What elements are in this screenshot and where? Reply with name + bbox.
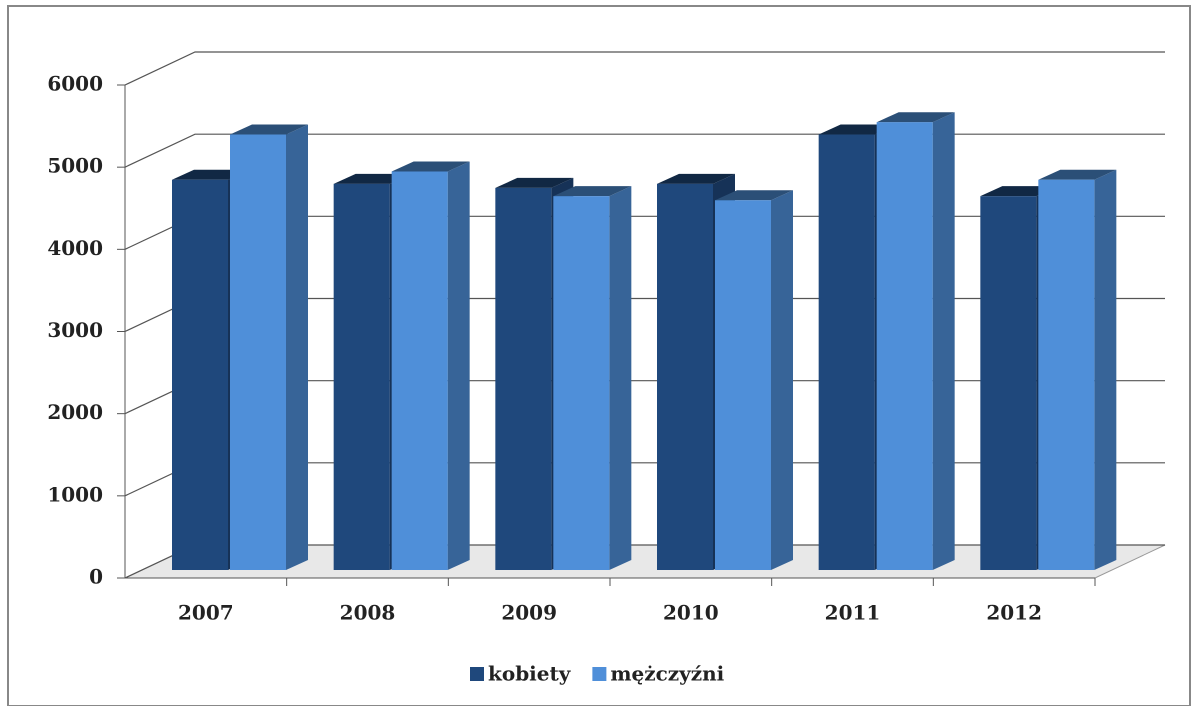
grid-line bbox=[124, 51, 1165, 86]
bar-face bbox=[447, 161, 470, 570]
bar-face bbox=[980, 196, 1037, 570]
bar-face bbox=[609, 186, 632, 570]
bar-face bbox=[715, 200, 771, 570]
bar-face bbox=[495, 187, 552, 571]
y-tick-label: 2000 bbox=[47, 400, 103, 424]
legend-label: kobiety bbox=[488, 662, 572, 686]
bar-face bbox=[657, 183, 713, 571]
bar-face bbox=[553, 196, 610, 570]
bar bbox=[876, 112, 955, 571]
bar-face bbox=[230, 124, 308, 135]
y-tick-label: 6000 bbox=[47, 72, 103, 96]
x-tick-label: 2008 bbox=[340, 601, 396, 625]
bar bbox=[553, 186, 632, 570]
y-tick-label: 1000 bbox=[47, 482, 103, 506]
x-tick-label: 2007 bbox=[178, 601, 234, 625]
bar-face bbox=[391, 161, 470, 172]
legend-swatch bbox=[470, 667, 484, 681]
bar-face bbox=[230, 134, 286, 570]
bar-face bbox=[771, 190, 793, 570]
bar-face bbox=[553, 186, 632, 197]
bar-face bbox=[286, 124, 308, 571]
bar bbox=[715, 190, 793, 570]
bar-face bbox=[495, 177, 574, 188]
bar-face bbox=[876, 122, 933, 571]
bar-face bbox=[1038, 179, 1095, 571]
bar-face bbox=[715, 190, 793, 201]
bar-face bbox=[391, 171, 448, 570]
x-tick-label: 2012 bbox=[986, 601, 1042, 625]
x-tick-label: 2010 bbox=[663, 601, 719, 625]
bar-face bbox=[1038, 169, 1117, 180]
bar-face bbox=[818, 134, 875, 570]
y-tick-label: 0 bbox=[89, 565, 103, 589]
bar-face bbox=[333, 183, 390, 571]
x-tick-label: 2009 bbox=[501, 601, 557, 625]
y-tick-label: 4000 bbox=[47, 236, 103, 260]
bar-face bbox=[932, 112, 955, 571]
bar bbox=[230, 124, 308, 571]
legend-label: mężczyźni bbox=[610, 662, 724, 686]
legend-swatch bbox=[592, 667, 607, 681]
bar-face bbox=[172, 179, 228, 571]
bar bbox=[391, 161, 470, 570]
bar-face bbox=[657, 173, 735, 184]
y-tick-label: 5000 bbox=[47, 154, 103, 178]
bar-face bbox=[1094, 169, 1117, 571]
bar-face bbox=[876, 112, 955, 123]
x-tick-label: 2011 bbox=[825, 601, 881, 625]
bar bbox=[1038, 169, 1117, 571]
y-tick-label: 3000 bbox=[47, 318, 103, 342]
